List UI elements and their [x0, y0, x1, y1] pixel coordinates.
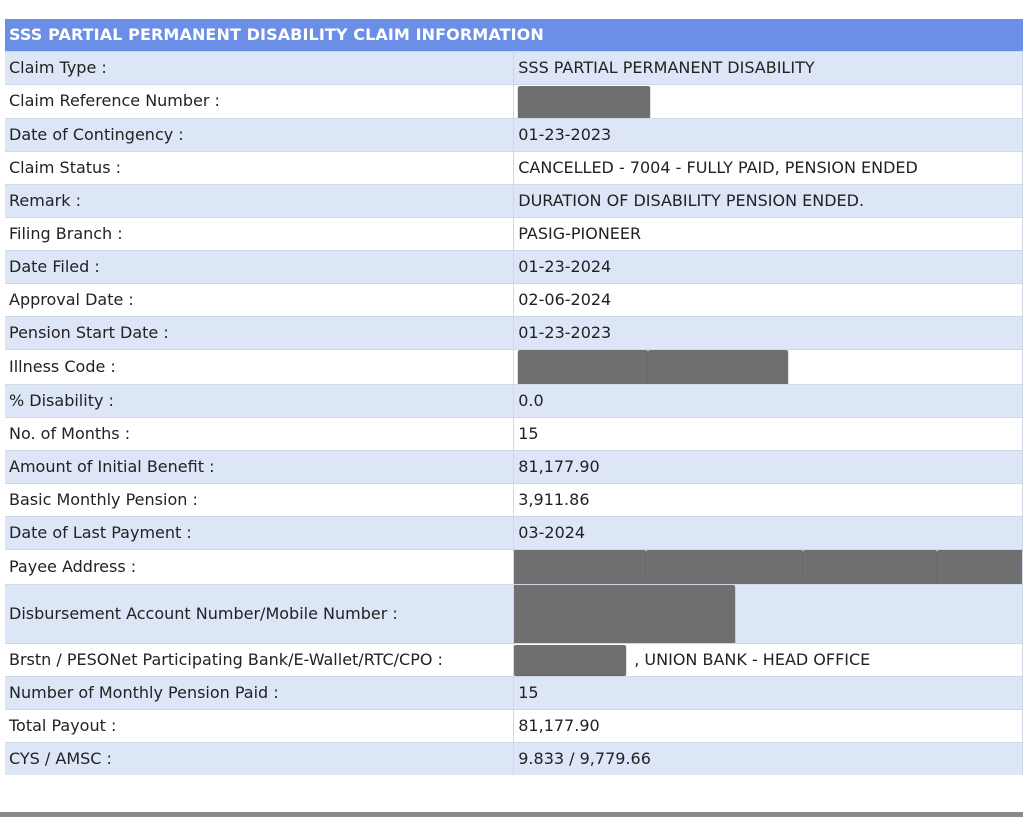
table-row: Payee Address :	[5, 548, 1023, 584]
date-contingency-label: Date of Contingency :	[5, 117, 515, 151]
bottom-scrollbar[interactable]	[0, 812, 1023, 817]
bank-value: , UNION BANK - HEAD OFFICE	[513, 642, 1023, 676]
remark-value: DURATION OF DISABILITY PENSION ENDED.	[513, 183, 1023, 217]
monthly-pension-value: 3,911.86	[513, 482, 1023, 516]
table-row: Date Filed : 01-23-2024	[5, 249, 1023, 283]
bank-label: Brstn / PESONet Participating Bank/E-Wal…	[5, 642, 515, 676]
table-row: Brstn / PESONet Participating Bank/E-Wal…	[5, 642, 1023, 676]
cys-amsc-label: CYS / AMSC :	[5, 741, 515, 775]
table-row: No. of Months : 15	[5, 416, 1023, 450]
illness-code-value	[513, 348, 1023, 384]
approval-date-label: Approval Date :	[5, 282, 515, 316]
redaction-block	[514, 645, 627, 675]
monthly-pension-label: Basic Monthly Pension :	[5, 482, 515, 516]
table-row: Total Payout : 81,177.90	[5, 708, 1023, 742]
no-of-months-label: No. of Months :	[5, 416, 515, 450]
claim-status-label: Claim Status :	[5, 150, 515, 184]
table-row: Pension Start Date : 01-23-2023	[5, 315, 1023, 349]
remark-label: Remark :	[5, 183, 515, 217]
bank-name: , UNION BANK - HEAD OFFICE	[634, 649, 871, 669]
table-row: Approval Date : 02-06-2024	[5, 282, 1023, 316]
table-row: Date of Last Payment : 03-2024	[5, 515, 1023, 549]
redaction-block	[937, 550, 1022, 584]
table-row: CYS / AMSC : 9.833 / 9,779.66	[5, 741, 1023, 775]
redaction-block	[803, 550, 938, 584]
initial-benefit-label: Amount of Initial Benefit :	[5, 449, 515, 483]
claim-type-label: Claim Type :	[5, 51, 515, 85]
table-row: Basic Monthly Pension : 3,911.86	[5, 482, 1023, 516]
table-row: Filing Branch : PASIG-PIONEER	[5, 216, 1023, 250]
pension-start-label: Pension Start Date :	[5, 315, 515, 349]
table-header-row: SSS PARTIAL PERMANENT DISABILITY CLAIM I…	[5, 19, 1023, 52]
claim-status-value: CANCELLED - 7004 - FULLY PAID, PENSION E…	[513, 150, 1023, 184]
last-payment-value: 03-2024	[513, 515, 1023, 549]
claim-type-value: SSS PARTIAL PERMANENT DISABILITY	[513, 51, 1023, 85]
redaction-block	[513, 550, 647, 584]
redaction-block	[648, 350, 789, 384]
claim-info-table: SSS PARTIAL PERMANENT DISABILITY CLAIM I…	[5, 19, 1023, 775]
redaction-block	[518, 350, 649, 384]
table-row: % Disability : 0.0	[5, 383, 1023, 417]
claim-reference-value	[513, 84, 1023, 118]
no-of-months-value: 15	[513, 416, 1023, 450]
table-row: Date of Contingency : 01-23-2023	[5, 117, 1023, 151]
total-payout-label: Total Payout :	[5, 708, 515, 742]
table-row: Claim Status : CANCELLED - 7004 - FULLY …	[5, 150, 1023, 184]
approval-date-value: 02-06-2024	[513, 282, 1023, 316]
total-payout-value: 81,177.90	[513, 708, 1023, 742]
percent-disability-label: % Disability :	[5, 383, 515, 417]
percent-disability-value: 0.0	[513, 383, 1023, 417]
filing-branch-label: Filing Branch :	[5, 216, 515, 250]
redaction-block	[518, 85, 651, 118]
cys-amsc-value: 9.833 / 9,779.66	[513, 741, 1023, 775]
redaction-block	[646, 550, 804, 584]
initial-benefit-value: 81,177.90	[513, 449, 1023, 483]
filing-branch-value: PASIG-PIONEER	[513, 216, 1023, 250]
pension-paid-value: 15	[513, 675, 1023, 709]
disbursement-account-value	[513, 583, 1023, 643]
claim-reference-label: Claim Reference Number :	[5, 84, 515, 118]
table-row: Number of Monthly Pension Paid : 15	[5, 675, 1023, 709]
redaction-block	[513, 585, 736, 643]
table-title: SSS PARTIAL PERMANENT DISABILITY CLAIM I…	[5, 19, 1023, 52]
last-payment-label: Date of Last Payment :	[5, 515, 515, 549]
pension-start-value: 01-23-2023	[513, 315, 1023, 349]
table-row: Disbursement Account Number/Mobile Numbe…	[5, 583, 1023, 643]
table-row: Claim Type : SSS PARTIAL PERMANENT DISAB…	[5, 51, 1023, 85]
date-contingency-value: 01-23-2023	[513, 117, 1023, 151]
illness-code-label: Illness Code :	[5, 348, 515, 384]
table-row: Illness Code :	[5, 348, 1023, 384]
table-row: Remark : DURATION OF DISABILITY PENSION …	[5, 183, 1023, 217]
table-row: Amount of Initial Benefit : 81,177.90	[5, 449, 1023, 483]
payee-address-value	[513, 548, 1023, 584]
date-filed-label: Date Filed :	[5, 249, 515, 283]
pension-paid-label: Number of Monthly Pension Paid :	[5, 675, 515, 709]
disbursement-account-label: Disbursement Account Number/Mobile Numbe…	[5, 583, 515, 643]
date-filed-value: 01-23-2024	[513, 249, 1023, 283]
table-row: Claim Reference Number :	[5, 84, 1023, 118]
payee-address-label: Payee Address :	[5, 548, 515, 584]
